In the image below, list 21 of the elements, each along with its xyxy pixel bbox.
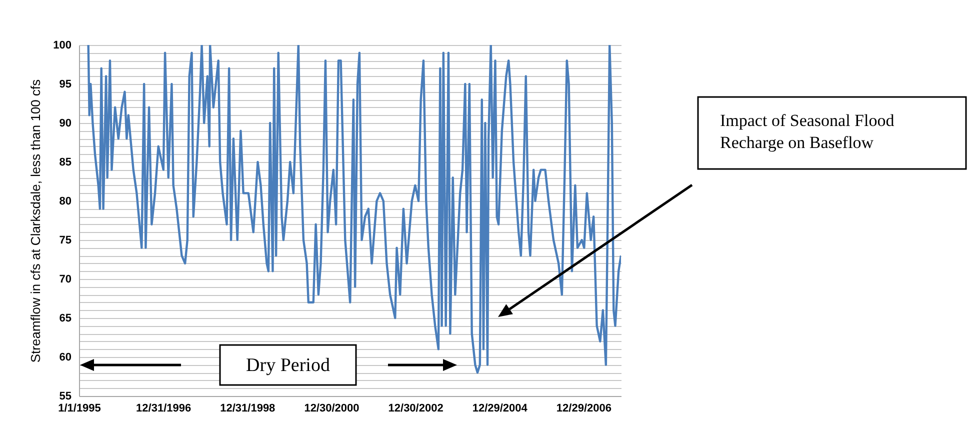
y-tick-label: 65 xyxy=(59,312,72,324)
annotation: Dry Period xyxy=(246,355,330,376)
x-tick-label: 12/31/1996 xyxy=(136,402,192,414)
x-tick-label: 12/29/2004 xyxy=(472,402,528,414)
x-tick-label: 12/30/2000 xyxy=(304,402,360,414)
y-tick-label: 100 xyxy=(53,40,72,52)
x-tick-label: 12/29/2006 xyxy=(556,402,612,414)
line-series xyxy=(87,45,621,374)
y-tick-label: 80 xyxy=(59,196,72,208)
y-tick-label: 85 xyxy=(59,156,72,168)
text: Impact of Seasonal Flood Recharge on Baseflow xyxy=(720,111,895,152)
x-tick-label: 1/1/1995 xyxy=(58,402,101,414)
x-tick-label: 12/31/1998 xyxy=(220,402,276,414)
y-tick-label: 60 xyxy=(59,352,72,364)
y-axis-title: Streamflow in cfs at Clarksdale, less than 100 cfs xyxy=(28,78,44,363)
y-tick-label: 95 xyxy=(59,78,72,90)
y-tick-label: 55 xyxy=(59,390,72,402)
y-tick-label: 75 xyxy=(59,234,72,246)
y-tick-label: 90 xyxy=(59,118,72,130)
x-tick-label: 12/30/2002 xyxy=(388,402,444,414)
y-tick-label: 70 xyxy=(59,274,72,286)
